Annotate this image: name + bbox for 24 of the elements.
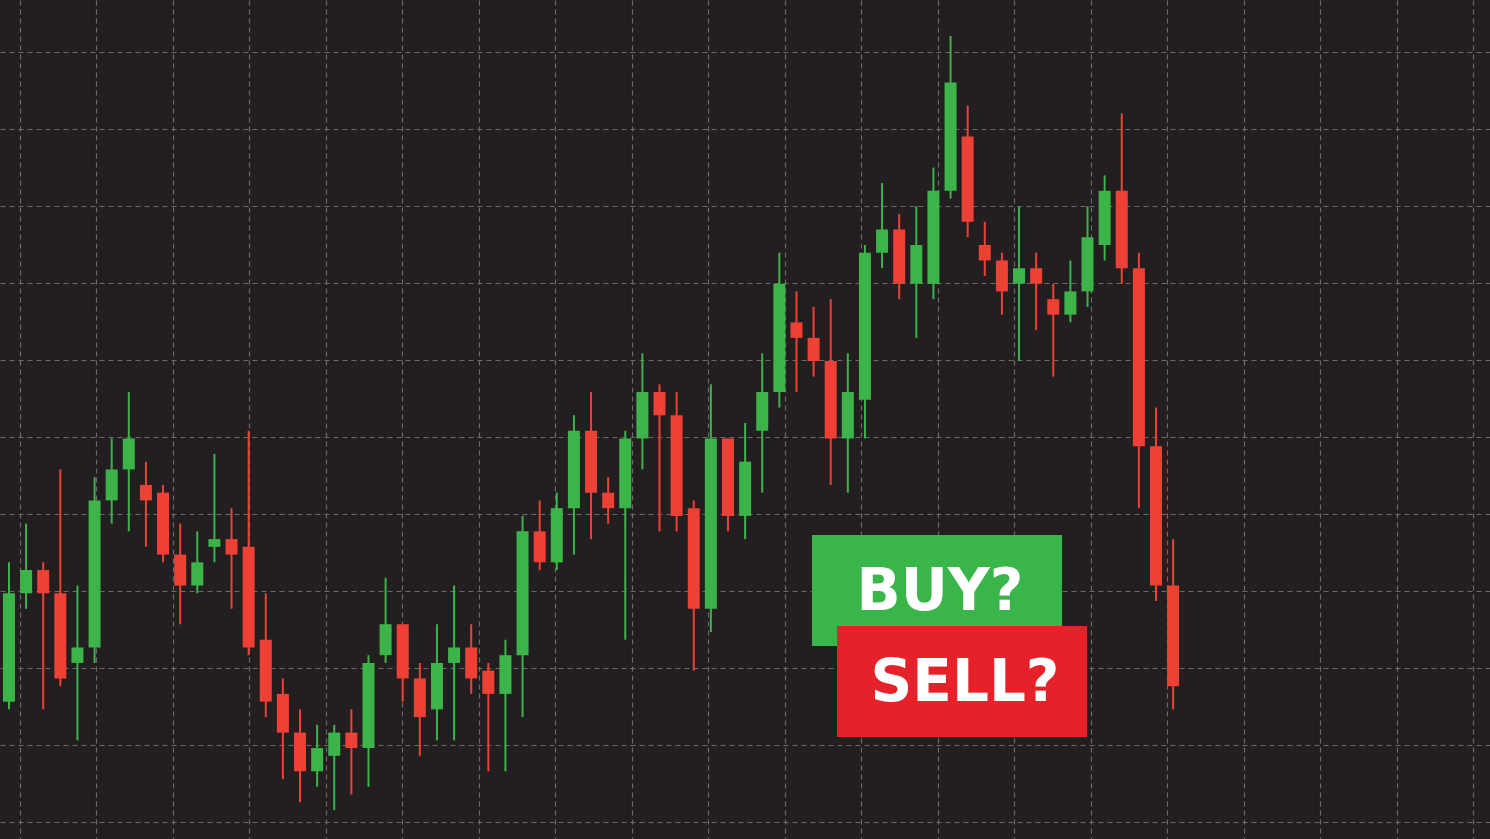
candlestick (1013, 205, 1026, 363)
candlestick (978, 220, 991, 277)
annotation: SELL? (870, 646, 1060, 715)
candlestick (653, 383, 666, 533)
candlestick (482, 661, 495, 773)
candlestick (208, 452, 221, 564)
candlestick (790, 290, 803, 394)
candlestick (602, 476, 615, 525)
candlestick (807, 305, 820, 378)
candlestick (345, 708, 358, 796)
candlestick (71, 584, 84, 742)
candlestick (448, 584, 461, 742)
candlestick (1064, 259, 1077, 324)
candlestick (20, 522, 33, 610)
candlestick (191, 530, 204, 595)
candlestick (328, 723, 341, 811)
candlestick (311, 723, 324, 788)
candlestick (1047, 282, 1060, 378)
candlestick (139, 460, 152, 548)
candlestick (225, 507, 238, 610)
annotation: BUY? (856, 555, 1024, 624)
candlestick (1030, 251, 1043, 332)
candlestick (876, 182, 889, 270)
candlestick (37, 561, 50, 711)
